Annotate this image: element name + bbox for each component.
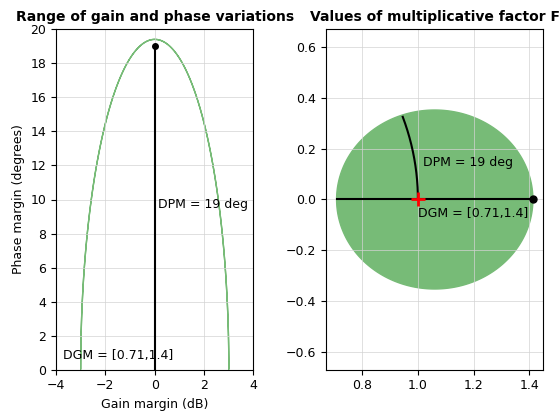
Title: Range of gain and phase variations: Range of gain and phase variations <box>16 10 294 24</box>
Text: DGM = [0.71,1.4]: DGM = [0.71,1.4] <box>63 349 174 362</box>
Text: DPM = 19 deg: DPM = 19 deg <box>423 157 514 170</box>
Y-axis label: Phase margin (degrees): Phase margin (degrees) <box>12 125 25 274</box>
Text: DGM = [0.71,1.4]: DGM = [0.71,1.4] <box>418 207 528 220</box>
Polygon shape <box>81 39 229 370</box>
Polygon shape <box>337 110 533 289</box>
X-axis label: Gain margin (dB): Gain margin (dB) <box>101 398 208 411</box>
Text: DPM = 19 deg: DPM = 19 deg <box>158 198 249 211</box>
Title: Values of multiplicative factor F: Values of multiplicative factor F <box>310 10 559 24</box>
